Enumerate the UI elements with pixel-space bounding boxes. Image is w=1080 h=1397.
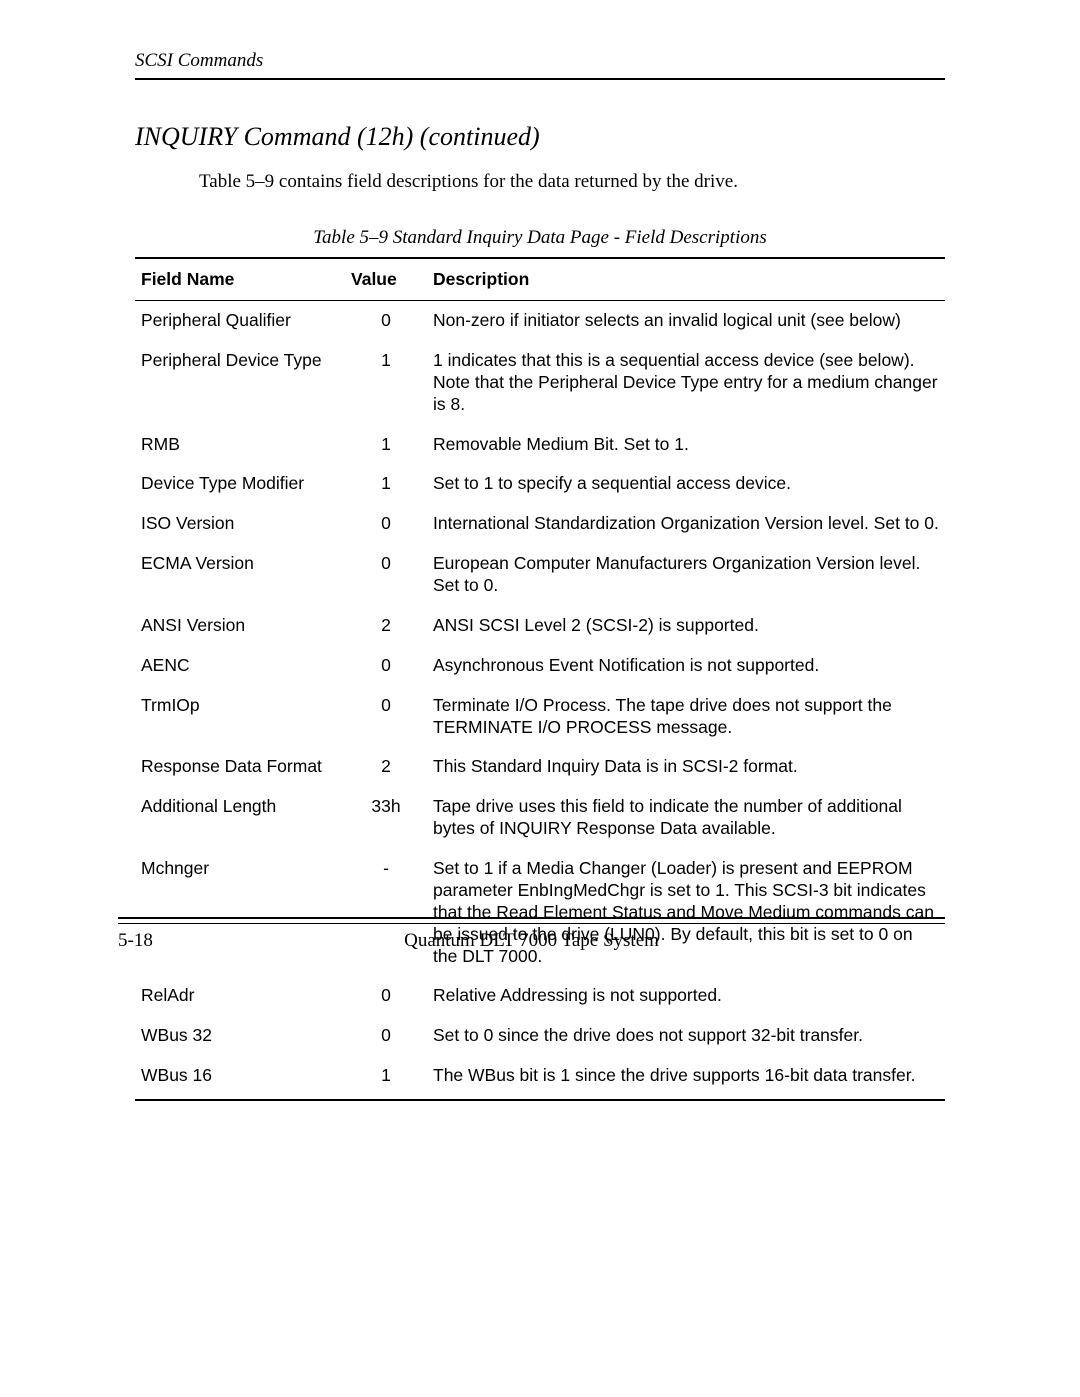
- cell-field: ANSI Version: [135, 606, 345, 646]
- cell-field: ECMA Version: [135, 544, 345, 606]
- cell-value: 0: [345, 646, 427, 686]
- footer-title: Quantum DLT 7000 Tape System: [118, 930, 945, 952]
- cell-desc: 1 indicates that this is a sequential ac…: [427, 341, 945, 425]
- cell-field: Response Data Format: [135, 747, 345, 787]
- cell-desc: Set to 1 to specify a sequential access …: [427, 464, 945, 504]
- table-row: Response Data Format2This Standard Inqui…: [135, 747, 945, 787]
- cell-value: 0: [345, 301, 427, 341]
- footer-rule: [118, 917, 945, 924]
- cell-desc: ANSI SCSI Level 2 (SCSI-2) is supported.: [427, 606, 945, 646]
- cell-desc: European Computer Manufacturers Organiza…: [427, 544, 945, 606]
- footer: 5-18 Quantum DLT 7000 Tape System: [118, 930, 945, 952]
- cell-field: Device Type Modifier: [135, 464, 345, 504]
- table-caption: Table 5–9 Standard Inquiry Data Page - F…: [135, 227, 945, 249]
- cell-field: RMB: [135, 425, 345, 465]
- field-descriptions-table: Field Name Value Description Peripheral …: [135, 257, 945, 1101]
- table-row: Device Type Modifier1Set to 1 to specify…: [135, 464, 945, 504]
- table-header-row: Field Name Value Description: [135, 258, 945, 301]
- table-row: ANSI Version2ANSI SCSI Level 2 (SCSI-2) …: [135, 606, 945, 646]
- col-header-value: Value: [345, 258, 427, 301]
- cell-desc: This Standard Inquiry Data is in SCSI-2 …: [427, 747, 945, 787]
- table-row: Mchnger-Set to 1 if a Media Changer (Loa…: [135, 849, 945, 976]
- table-row: Peripheral Qualifier0Non-zero if initiat…: [135, 301, 945, 341]
- table-body: Peripheral Qualifier0Non-zero if initiat…: [135, 301, 945, 1101]
- cell-value: 1: [345, 425, 427, 465]
- cell-field: RelAdr: [135, 976, 345, 1016]
- cell-desc: Set to 0 since the drive does not suppor…: [427, 1016, 945, 1056]
- cell-value: 2: [345, 747, 427, 787]
- cell-field: WBus 32: [135, 1016, 345, 1056]
- cell-desc: Relative Addressing is not supported.: [427, 976, 945, 1016]
- section-intro: Table 5–9 contains field descriptions fo…: [199, 171, 945, 193]
- table-row: RelAdr0Relative Addressing is not suppor…: [135, 976, 945, 1016]
- page: SCSI Commands INQUIRY Command (12h) (con…: [0, 0, 1080, 1397]
- cell-field: AENC: [135, 646, 345, 686]
- cell-desc: Terminate I/O Process. The tape drive do…: [427, 686, 945, 748]
- col-header-desc: Description: [427, 258, 945, 301]
- table-row: ISO Version0International Standardizatio…: [135, 504, 945, 544]
- cell-field: Mchnger: [135, 849, 345, 976]
- col-header-field: Field Name: [135, 258, 345, 301]
- cell-value: 1: [345, 341, 427, 425]
- cell-desc: Asynchronous Event Notification is not s…: [427, 646, 945, 686]
- cell-field: TrmIOp: [135, 686, 345, 748]
- cell-field: WBus 16: [135, 1056, 345, 1100]
- cell-field: Peripheral Qualifier: [135, 301, 345, 341]
- table-row: TrmIOp0Terminate I/O Process. The tape d…: [135, 686, 945, 748]
- cell-desc: Non-zero if initiator selects an invalid…: [427, 301, 945, 341]
- cell-value: 33h: [345, 787, 427, 849]
- cell-value: 0: [345, 504, 427, 544]
- running-header: SCSI Commands: [135, 50, 945, 80]
- table-row: WBus 320Set to 0 since the drive does no…: [135, 1016, 945, 1056]
- cell-value: 1: [345, 1056, 427, 1100]
- cell-field: Peripheral Device Type: [135, 341, 345, 425]
- table-row: WBus 161The WBus bit is 1 since the driv…: [135, 1056, 945, 1100]
- cell-desc: International Standardization Organizati…: [427, 504, 945, 544]
- cell-value: 0: [345, 686, 427, 748]
- table-row: ECMA Version0European Computer Manufactu…: [135, 544, 945, 606]
- cell-field: Additional Length: [135, 787, 345, 849]
- cell-desc: The WBus bit is 1 since the drive suppor…: [427, 1056, 945, 1100]
- table-row: AENC0Asynchronous Event Notification is …: [135, 646, 945, 686]
- cell-value: 2: [345, 606, 427, 646]
- cell-desc: Tape drive uses this field to indicate t…: [427, 787, 945, 849]
- cell-value: 1: [345, 464, 427, 504]
- table-row: Additional Length33hTape drive uses this…: [135, 787, 945, 849]
- cell-value: 0: [345, 544, 427, 606]
- section-title: INQUIRY Command (12h) (continued): [135, 122, 945, 152]
- cell-desc: Removable Medium Bit. Set to 1.: [427, 425, 945, 465]
- cell-desc: Set to 1 if a Media Changer (Loader) is …: [427, 849, 945, 976]
- cell-value: 0: [345, 1016, 427, 1056]
- cell-value: -: [345, 849, 427, 976]
- table-row: Peripheral Device Type11 indicates that …: [135, 341, 945, 425]
- table-row: RMB1Removable Medium Bit. Set to 1.: [135, 425, 945, 465]
- cell-field: ISO Version: [135, 504, 345, 544]
- cell-value: 0: [345, 976, 427, 1016]
